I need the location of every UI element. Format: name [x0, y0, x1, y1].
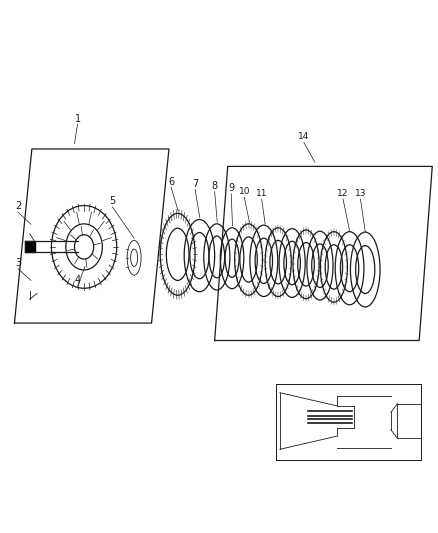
Text: 9: 9 [228, 183, 234, 193]
Text: 4: 4 [74, 276, 81, 286]
Text: 12: 12 [337, 189, 349, 198]
Text: 2: 2 [15, 201, 21, 212]
Polygon shape [25, 241, 35, 252]
Text: 3: 3 [15, 258, 21, 268]
Text: 8: 8 [212, 181, 218, 191]
Text: 14: 14 [298, 132, 310, 141]
Text: 10: 10 [239, 187, 250, 196]
Text: 5: 5 [109, 196, 116, 206]
Text: 1: 1 [74, 114, 81, 124]
Text: 7: 7 [192, 179, 198, 189]
Text: 11: 11 [256, 189, 268, 198]
Text: 13: 13 [355, 189, 366, 198]
Text: 6: 6 [168, 176, 174, 187]
